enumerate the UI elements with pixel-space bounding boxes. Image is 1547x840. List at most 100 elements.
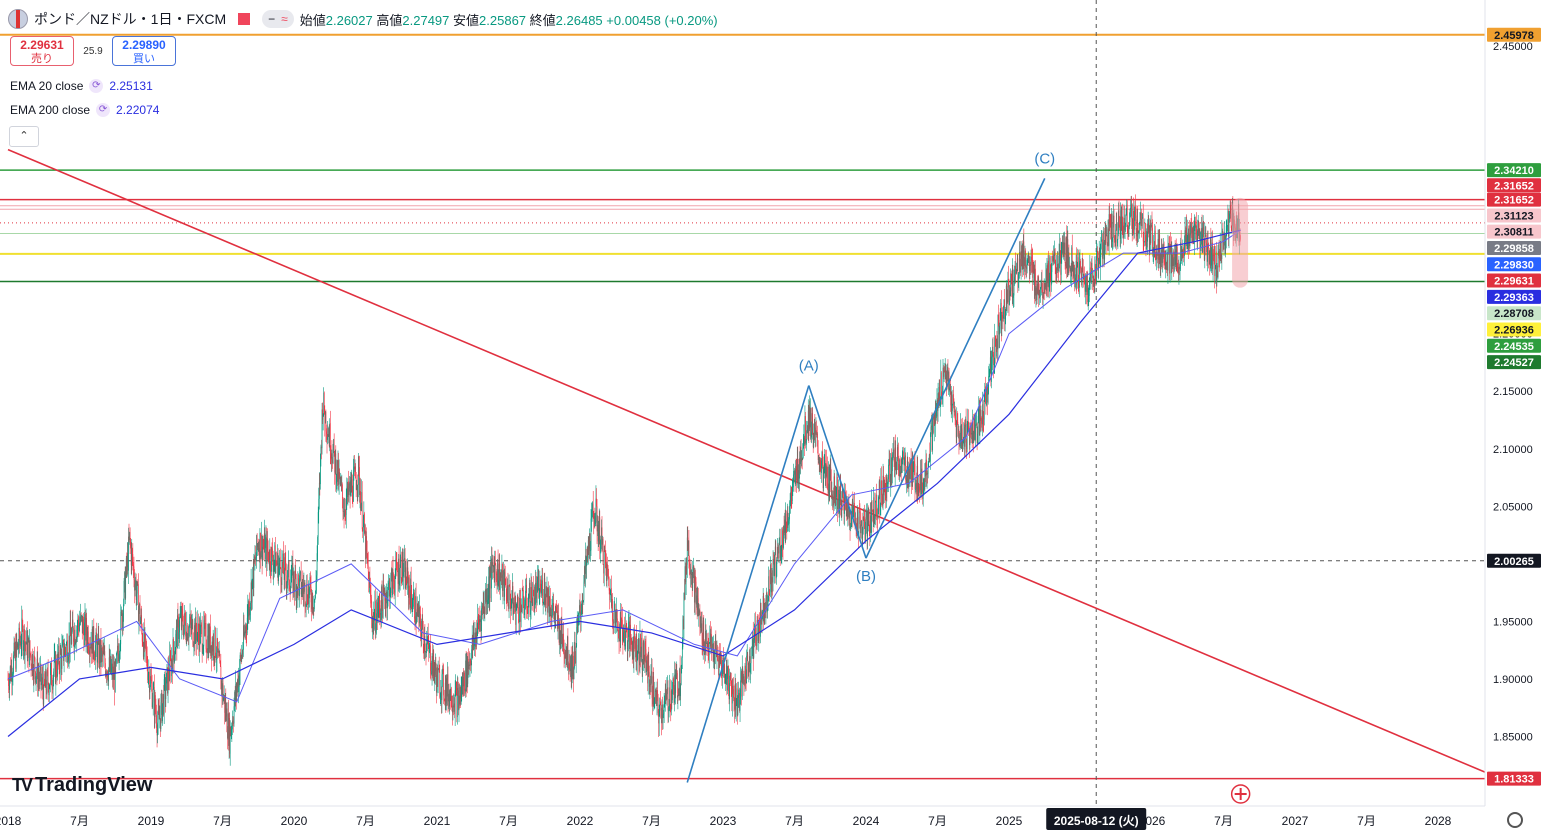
candle-body — [637, 644, 639, 660]
candle-body — [133, 564, 134, 567]
candle-body — [997, 314, 999, 350]
crosshair-date-tag — [1046, 808, 1147, 830]
candle-body — [42, 689, 44, 705]
candle-body — [328, 434, 330, 446]
candle-body — [283, 553, 284, 574]
indicator-ema20[interactable]: EMA 20 close ⟳ 2.25131 — [10, 79, 153, 93]
candle-body — [1154, 230, 1156, 260]
refresh-icon[interactable]: ⟳ — [89, 79, 104, 93]
indicator-value: 2.22074 — [116, 103, 160, 117]
refresh-icon[interactable]: ⟳ — [96, 103, 111, 117]
candle-body — [389, 582, 391, 603]
candle-body — [335, 453, 337, 484]
candle-body — [868, 521, 870, 530]
candle-body — [417, 609, 419, 611]
candle-body — [657, 690, 658, 698]
candle-body — [719, 655, 721, 657]
candle-body — [828, 466, 830, 498]
price-label-tag — [1487, 240, 1541, 255]
candle-body — [1000, 302, 1002, 321]
candle-body — [794, 470, 795, 475]
candle-body — [480, 619, 481, 623]
candle-body — [983, 419, 985, 420]
candle-body — [788, 520, 789, 526]
candle-body — [556, 610, 558, 612]
candle-body — [438, 668, 440, 672]
candle-body — [452, 705, 454, 713]
candle-body — [1113, 215, 1115, 238]
candle-body — [325, 411, 327, 432]
chart-mode-toggle[interactable]: − ≈ — [262, 10, 294, 28]
candle-body — [889, 458, 890, 482]
candle-body — [943, 371, 945, 377]
candle-body — [257, 544, 259, 548]
candle-body — [829, 468, 831, 498]
candle-body — [128, 536, 130, 541]
candle-body — [270, 567, 272, 572]
candle-body — [321, 446, 322, 449]
gear-icon[interactable] — [1507, 812, 1523, 828]
candle-body — [114, 670, 116, 692]
candle-body — [179, 616, 180, 633]
candle-body — [659, 697, 661, 706]
price-label-tag — [1487, 27, 1541, 42]
candle-body — [1207, 243, 1209, 247]
candle-body — [785, 513, 787, 527]
candle-body — [738, 693, 740, 696]
collapse-legend-button[interactable]: ⌃ — [9, 126, 39, 147]
candle-body — [502, 574, 504, 591]
candle-body — [732, 686, 734, 689]
candle-body — [1042, 292, 1044, 299]
candle-body — [9, 676, 10, 690]
candle-body — [1055, 268, 1057, 273]
candle-body — [193, 644, 194, 646]
sell-button[interactable]: 2.29631 売り — [10, 36, 74, 66]
candle-body — [709, 632, 711, 643]
candle-body — [327, 434, 328, 440]
candle-body — [667, 687, 669, 711]
candle-body — [838, 489, 840, 514]
candle-body — [157, 722, 158, 736]
candle-body — [824, 460, 826, 477]
candle-body — [504, 572, 506, 585]
time-tick-label: 2019 — [138, 814, 165, 828]
candle-body — [109, 657, 111, 671]
candle-body — [391, 569, 392, 576]
candle-body — [437, 669, 439, 687]
candle-body — [867, 510, 868, 537]
candle-body — [1209, 254, 1211, 266]
candle-body — [510, 604, 512, 611]
candle-body — [749, 656, 750, 663]
candle-body — [743, 676, 745, 684]
candle-body — [1150, 223, 1151, 244]
candle-body — [1137, 219, 1139, 235]
candle-body — [36, 658, 38, 674]
candle-body — [102, 650, 103, 657]
candle-body — [51, 662, 52, 686]
candle-body — [953, 394, 954, 402]
candle-body — [50, 662, 52, 670]
candle-body — [642, 642, 644, 665]
candle-body — [563, 633, 564, 653]
candle-body — [494, 562, 496, 580]
time-tick-label: 7月 — [642, 814, 661, 828]
candle-body — [1093, 275, 1095, 283]
buy-button[interactable]: 2.29890 買い — [112, 36, 176, 66]
symbol-title[interactable]: ポンド／NZドル・1日・FXCM — [34, 11, 227, 27]
candle-body — [903, 451, 904, 459]
candle-body — [1062, 242, 1063, 249]
candle-body — [744, 683, 745, 685]
candle-body — [508, 604, 509, 609]
candle-body — [626, 626, 628, 628]
candle-body — [277, 552, 278, 565]
candle-body — [385, 598, 387, 609]
candle-body — [127, 552, 128, 568]
candle-body — [515, 596, 516, 625]
indicator-ema200[interactable]: EMA 200 close ⟳ 2.22074 — [10, 103, 159, 117]
candle-body — [294, 587, 295, 592]
candle-body — [735, 684, 736, 711]
candle-body — [119, 644, 121, 654]
tradingview-logo[interactable]: TV TradingView — [12, 774, 152, 797]
candle-body — [1196, 225, 1197, 235]
